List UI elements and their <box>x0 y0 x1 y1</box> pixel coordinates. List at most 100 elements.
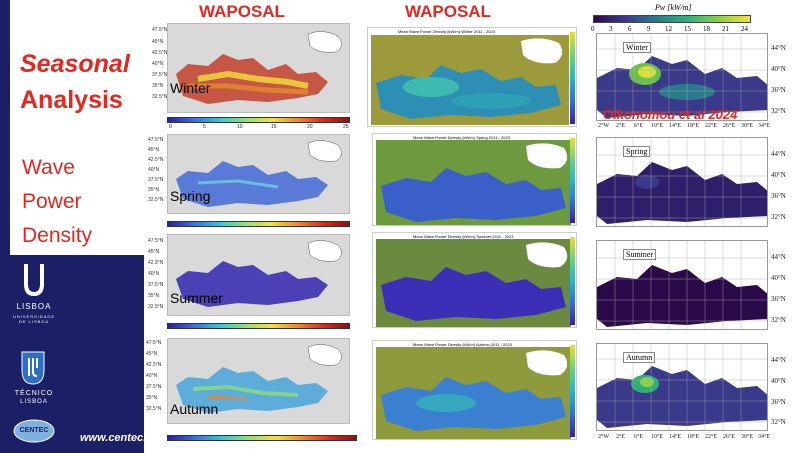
lat-tick: 45°N <box>146 351 158 357</box>
left-season-autumn: Autumn <box>170 401 219 417</box>
tecnico-logo-icon <box>21 351 45 385</box>
centec-logo-icon <box>13 419 55 443</box>
left-season-winter: Winter <box>170 80 211 96</box>
left-colorbar-spring <box>167 221 350 227</box>
right-lat-tick: 44°N <box>771 253 786 261</box>
right-lon-tick: 2°E <box>616 123 626 129</box>
title-analysis: Analysis <box>20 86 123 114</box>
lat-tick: 35°N <box>148 293 160 299</box>
lat-tick: 45°N <box>152 39 164 45</box>
lat-tick: 37.5°N <box>148 282 164 288</box>
lat-tick: 47.5°N <box>148 238 164 244</box>
right-lat-tick: 36°N <box>771 295 786 303</box>
right-lon-tick: 10°E <box>651 434 664 440</box>
cbar-tick: 0 <box>591 25 595 33</box>
cbar-tick: 3 <box>609 25 613 33</box>
right-lon-tick: 6°E <box>634 434 644 440</box>
right-lat-tick: 36°N <box>771 192 786 200</box>
cbar-tick: 5 <box>203 124 206 130</box>
right-season-autumn: Autumn <box>623 352 656 363</box>
heading-waposal-mid: WAPOSAL <box>405 2 491 21</box>
right-lon-tick: 22°E <box>705 434 718 440</box>
left-map-spring-svg <box>168 135 349 213</box>
right-lon-tick: 30°E <box>741 434 754 440</box>
lat-tick: 42.5°N <box>152 50 168 56</box>
lat-tick: 45°N <box>148 249 160 255</box>
cbar-tick: 18 <box>703 25 710 33</box>
centec-logo-text: CENTEC <box>19 427 49 434</box>
sidebar-left-stripe <box>0 0 10 453</box>
lat-tick: 37.5°N <box>148 177 164 183</box>
right-lon-tick: 2°W <box>598 123 610 129</box>
left-colorbar-autumn <box>167 435 357 441</box>
mid-map-summer: Mean Wave Power Density (kW/m) Summer 20… <box>372 232 577 328</box>
left-map-autumn <box>167 338 350 424</box>
right-lat-tick: 36°N <box>771 86 786 94</box>
mid-map-winter: Mean Wave Power Density (kW/m) Winter 20… <box>367 27 577 127</box>
cbar-tick: 15 <box>271 124 277 130</box>
right-colorbar <box>593 15 751 23</box>
sidebar: Seasonal Analysis Wave Power Density LIS… <box>0 0 150 453</box>
sidebar-white-area <box>0 0 144 255</box>
right-lon-tick: 14°E <box>669 123 682 129</box>
tecnico-logo-sub: LISBOA <box>20 399 48 405</box>
lat-tick: 42.5°N <box>146 362 162 368</box>
lat-tick: 35°N <box>152 83 164 89</box>
right-lon-tick: 2°W <box>598 434 610 440</box>
right-lat-tick: 32°N <box>771 316 786 324</box>
tecnico-logo-text: TÉCNICO <box>14 390 54 397</box>
lat-tick: 40°N <box>148 167 160 173</box>
lat-tick: 32.5°N <box>152 94 168 100</box>
mid-colorbar-autumn <box>570 345 575 437</box>
right-map-winter: Winter <box>596 33 768 121</box>
right-map-autumn-svg <box>597 344 767 430</box>
right-lon-tick: 26°E <box>723 123 736 129</box>
left-map-winter-svg <box>168 24 349 112</box>
left-season-summer: Summer <box>170 290 223 306</box>
subtitle-wave: Wave <box>22 156 75 179</box>
ulisboa-logo-text: LISBOA <box>16 302 52 311</box>
left-map-spring <box>167 134 350 214</box>
left-colorbar-summer <box>167 323 350 329</box>
mid-colorbar-summer <box>570 237 575 325</box>
left-map-summer-svg <box>168 235 349 315</box>
mid-map-title: Mean Wave Power Density (kW/m) Spring 20… <box>413 135 510 140</box>
lat-tick: 47.5°N <box>152 27 168 33</box>
ulisboa-logo-icon <box>24 264 44 297</box>
cbar-tick: 24 <box>741 25 748 33</box>
lat-tick: 32.5°N <box>148 304 164 310</box>
right-lon-tick: 2°E <box>616 434 626 440</box>
lat-tick: 32.5°N <box>148 197 164 203</box>
right-colorbar-title: Pw [kW/m] <box>655 3 692 12</box>
right-lat-tick: 44°N <box>771 44 786 52</box>
right-map-spring: Spring <box>596 137 768 227</box>
right-lat-tick: 36°N <box>771 398 786 406</box>
cbar-tick: 12 <box>665 25 672 33</box>
mid-map-title: Mean Wave Power Density (kW/m) Summer 20… <box>413 234 514 239</box>
lat-tick: 32.5°N <box>146 406 162 412</box>
website-url: www.centec.t <box>80 432 150 444</box>
heading-waposal-left: WAPOSAL <box>199 2 285 21</box>
lat-tick: 40°N <box>152 61 164 67</box>
mid-map-autumn: Mean Wave Power Density (kW/m) Autumn 20… <box>372 340 577 440</box>
right-lon-tick: 22°E <box>705 123 718 129</box>
lat-tick: 35°N <box>146 395 158 401</box>
mid-map-spring-svg <box>376 140 571 225</box>
right-lon-tick: 34°E <box>758 434 771 440</box>
mid-map-summer-svg <box>376 239 571 327</box>
ulisboa-logo-sub: UNIVERSIDADE DE LISBOA <box>12 314 55 324</box>
lat-tick: 42.5°N <box>148 157 164 163</box>
lat-tick: 47.5°N <box>146 340 162 346</box>
right-lat-tick: 32°N <box>771 107 786 115</box>
subtitle-power: Power <box>22 190 82 213</box>
cbar-tick: 15 <box>684 25 691 33</box>
right-lat-tick: 40°N <box>771 171 786 179</box>
left-map-summer <box>167 234 350 316</box>
right-season-spring: Spring <box>623 146 651 157</box>
lat-tick: 37.5°N <box>152 72 168 78</box>
lat-tick: 40°N <box>148 271 160 277</box>
cbar-tick: 21 <box>722 25 729 33</box>
mid-map-winter-svg <box>371 35 569 125</box>
cbar-tick: 20 <box>307 124 313 130</box>
right-lat-tick: 40°N <box>771 274 786 282</box>
